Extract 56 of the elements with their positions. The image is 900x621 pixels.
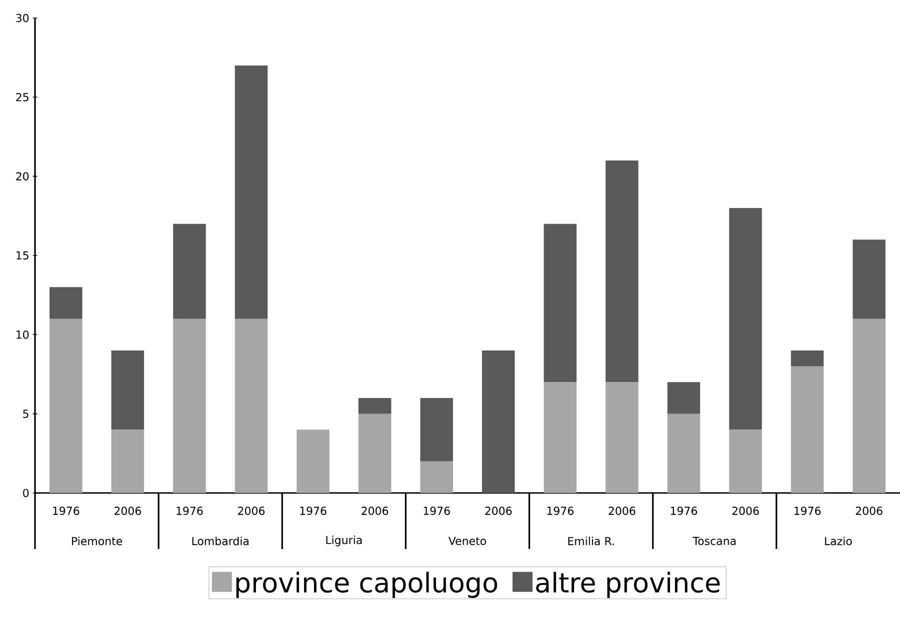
bar	[420, 461, 453, 493]
x-tick-label: 2006	[114, 506, 141, 515]
bar	[544, 382, 577, 493]
text: Emilia R.	[568, 536, 614, 546]
legend-label: province capoluogo	[236, 572, 498, 598]
x-tick-label: 1976	[300, 506, 326, 515]
y-tick-label: 10	[16, 330, 29, 339]
bar	[729, 208, 762, 430]
x-tick-label: 1976	[53, 506, 80, 515]
bar	[606, 160, 638, 382]
bar	[173, 318, 206, 493]
bar	[852, 240, 886, 319]
text: Lombardia	[192, 536, 248, 546]
bar	[482, 350, 515, 493]
x-tick-label: 2006	[732, 506, 759, 515]
text: Veneto	[448, 536, 486, 546]
x-tick-label: 1976	[176, 506, 203, 515]
bar	[111, 350, 144, 430]
x-tick-label: 2006	[238, 506, 265, 515]
y-tick-label: 20	[16, 172, 29, 180]
bar	[234, 65, 268, 319]
bar	[544, 224, 577, 382]
bar	[358, 414, 392, 493]
y-tick-label: 30	[16, 14, 29, 22]
text: Toscana	[692, 536, 736, 546]
bar	[111, 430, 144, 493]
x-tick-label: 2006	[608, 506, 636, 515]
bar	[729, 430, 762, 493]
bar	[606, 382, 638, 493]
bar	[50, 318, 82, 493]
x-tick-label: 2006	[856, 506, 882, 515]
bar	[296, 430, 330, 493]
bar	[667, 414, 700, 493]
x-tick-label: 2006	[362, 506, 388, 515]
text: Liguria	[326, 536, 362, 546]
text: Lazio	[825, 536, 852, 546]
y-tick-label: 15	[16, 251, 28, 260]
text: Piemonte	[72, 536, 122, 546]
x-tick-label: 1976	[424, 506, 450, 515]
x-tick-label: 2006	[485, 506, 512, 515]
bar	[790, 350, 824, 366]
y-tick-label: 0	[23, 488, 29, 498]
bar	[667, 382, 700, 414]
bar	[234, 318, 268, 493]
bar	[173, 224, 206, 319]
bar	[50, 287, 82, 319]
x-tick-label: 1976	[794, 506, 821, 515]
bar	[358, 398, 392, 414]
bar	[790, 366, 824, 493]
bar	[420, 398, 453, 462]
x-tick-label: 1976	[547, 506, 574, 515]
y-tick-label: 25	[16, 93, 28, 102]
bar	[852, 318, 886, 493]
y-tick-label: 5	[23, 410, 28, 418]
x-tick-label: 1976	[670, 506, 698, 515]
legend-label: altre province	[536, 572, 720, 598]
